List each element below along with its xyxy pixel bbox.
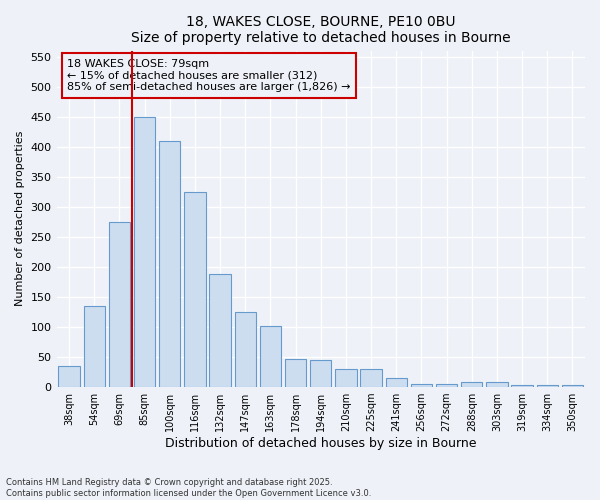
- Bar: [386, 378, 407, 387]
- Bar: [335, 369, 356, 387]
- Title: 18, WAKES CLOSE, BOURNE, PE10 0BU
Size of property relative to detached houses i: 18, WAKES CLOSE, BOURNE, PE10 0BU Size o…: [131, 15, 511, 45]
- Bar: [58, 366, 80, 387]
- X-axis label: Distribution of detached houses by size in Bourne: Distribution of detached houses by size …: [165, 437, 476, 450]
- Bar: [486, 382, 508, 387]
- Bar: [361, 369, 382, 387]
- Text: 18 WAKES CLOSE: 79sqm
← 15% of detached houses are smaller (312)
85% of semi-det: 18 WAKES CLOSE: 79sqm ← 15% of detached …: [67, 59, 350, 92]
- Text: Contains HM Land Registry data © Crown copyright and database right 2025.
Contai: Contains HM Land Registry data © Crown c…: [6, 478, 371, 498]
- Bar: [260, 326, 281, 387]
- Bar: [285, 360, 307, 387]
- Bar: [159, 140, 181, 387]
- Bar: [184, 192, 206, 387]
- Bar: [310, 360, 331, 387]
- Bar: [134, 116, 155, 387]
- Bar: [209, 274, 231, 387]
- Bar: [536, 384, 558, 387]
- Bar: [562, 384, 583, 387]
- Bar: [411, 384, 432, 387]
- Y-axis label: Number of detached properties: Number of detached properties: [15, 131, 25, 306]
- Bar: [436, 384, 457, 387]
- Bar: [511, 384, 533, 387]
- Bar: [83, 306, 105, 387]
- Bar: [109, 222, 130, 387]
- Bar: [461, 382, 482, 387]
- Bar: [235, 312, 256, 387]
